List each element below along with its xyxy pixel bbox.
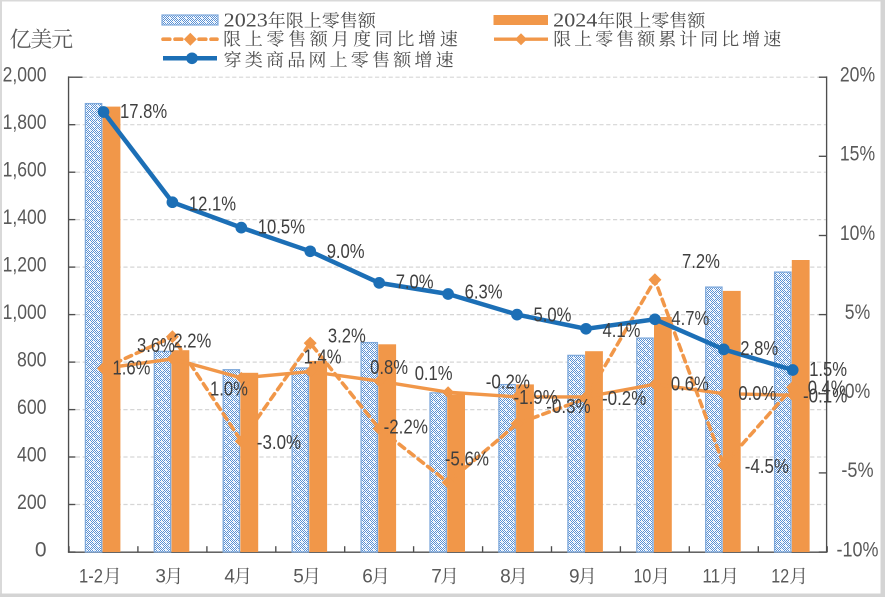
svg-text:7.2%: 7.2% [682, 251, 720, 273]
svg-text:-0.1%: -0.1% [803, 385, 847, 407]
svg-text:0.8%: 0.8% [370, 357, 408, 379]
svg-text:-5%: -5% [841, 459, 873, 482]
svg-text:17.8%: 17.8% [120, 101, 167, 123]
svg-text:2,000: 2,000 [3, 64, 47, 87]
svg-text:3.6%: 3.6% [137, 335, 175, 357]
svg-text:2023: 2023 [224, 11, 268, 32]
svg-text:400: 400 [17, 443, 47, 466]
svg-text:-2.2%: -2.2% [384, 417, 428, 439]
svg-text:8: 8 [500, 567, 511, 588]
svg-text:15%: 15% [840, 143, 875, 166]
svg-text:2.8%: 2.8% [740, 338, 778, 360]
svg-text:0: 0 [35, 538, 47, 561]
svg-text:1,800: 1,800 [3, 111, 47, 134]
svg-text:2.2%: 2.2% [173, 330, 211, 352]
svg-text:6: 6 [362, 567, 373, 588]
svg-text:200: 200 [17, 491, 47, 514]
svg-text:11: 11 [702, 567, 720, 588]
svg-text:1,400: 1,400 [3, 206, 47, 229]
svg-text:10.5%: 10.5% [258, 217, 305, 239]
svg-text:1.6%: 1.6% [113, 357, 151, 379]
svg-text:12: 12 [771, 567, 789, 588]
svg-text:10%: 10% [840, 222, 875, 245]
svg-text:6.3%: 6.3% [465, 281, 503, 303]
svg-text:0.1%: 0.1% [415, 363, 453, 385]
svg-text:20%: 20% [840, 64, 875, 87]
svg-text:800: 800 [17, 348, 47, 371]
svg-text:1.0%: 1.0% [210, 378, 248, 400]
svg-text:2024: 2024 [553, 11, 597, 32]
svg-text:0.6%: 0.6% [671, 373, 709, 395]
svg-text:1-2: 1-2 [79, 567, 103, 588]
svg-text:9.0%: 9.0% [327, 241, 365, 263]
svg-text:7.0%: 7.0% [396, 272, 434, 294]
svg-text:1,000: 1,000 [3, 301, 47, 324]
svg-text:5.0%: 5.0% [534, 305, 572, 327]
svg-text:10: 10 [634, 567, 652, 588]
svg-text:0.0%: 0.0% [738, 383, 776, 405]
svg-text:600: 600 [17, 396, 47, 419]
svg-text:4.1%: 4.1% [603, 320, 641, 342]
svg-text:3: 3 [155, 567, 166, 588]
svg-text:9: 9 [569, 567, 580, 588]
svg-text:4.7%: 4.7% [671, 308, 709, 330]
svg-text:5: 5 [293, 567, 304, 588]
svg-text:-3.0%: -3.0% [257, 432, 301, 454]
svg-text:0%: 0% [845, 380, 870, 403]
svg-text:5%: 5% [845, 301, 870, 324]
svg-text:-0.2%: -0.2% [602, 388, 646, 410]
svg-text:-10%: -10% [837, 538, 879, 561]
svg-text:1,600: 1,600 [3, 159, 47, 182]
svg-text:12.1%: 12.1% [189, 194, 236, 216]
svg-text:-5.6%: -5.6% [445, 449, 489, 471]
svg-text:1.4%: 1.4% [304, 347, 342, 369]
svg-text:3.2%: 3.2% [328, 326, 366, 348]
svg-text:-4.5%: -4.5% [745, 456, 789, 478]
svg-text:1,200: 1,200 [3, 253, 47, 276]
svg-text:-0.3%: -0.3% [546, 396, 590, 418]
svg-text:4: 4 [224, 567, 235, 588]
svg-text:7: 7 [431, 567, 442, 588]
